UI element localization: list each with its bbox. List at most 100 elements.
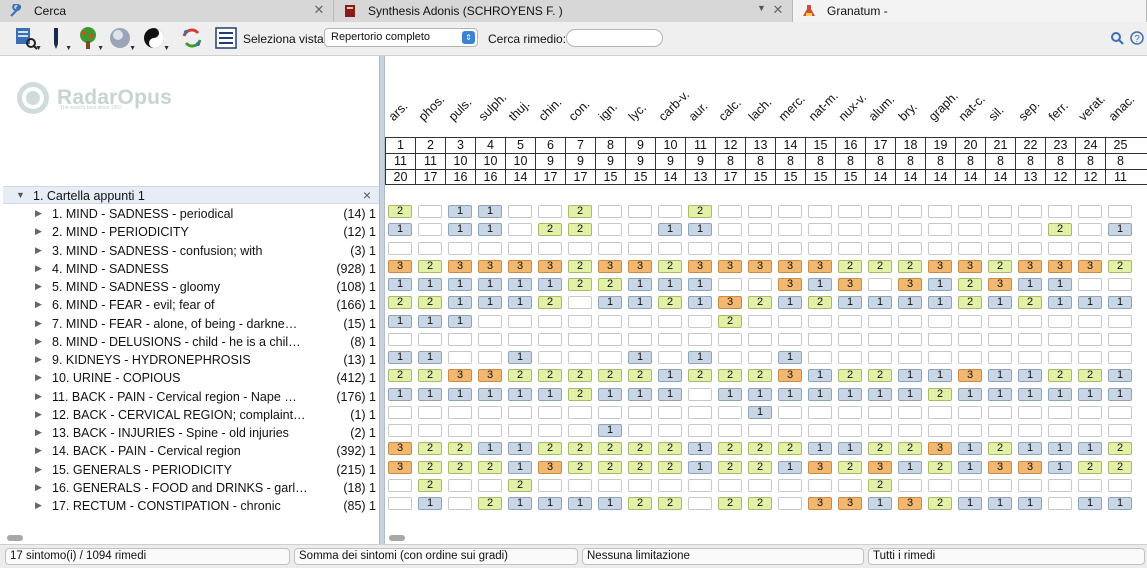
grade-cell[interactable] <box>958 223 982 237</box>
grade-cell[interactable] <box>688 314 712 328</box>
list-button[interactable] <box>212 26 240 52</box>
grade-cell[interactable]: 1 <box>418 497 442 510</box>
grade-cell[interactable]: 2 <box>538 442 562 456</box>
grade-cell[interactable]: 3 <box>1018 259 1042 273</box>
grade-cell[interactable] <box>598 223 622 237</box>
grade-cell[interactable]: 1 <box>898 369 922 383</box>
grade-cell[interactable] <box>868 351 892 364</box>
grade-cell[interactable] <box>1078 223 1102 237</box>
grade-cell[interactable] <box>628 332 652 346</box>
grade-cell[interactable]: 1 <box>538 497 562 510</box>
grade-cell[interactable] <box>748 314 772 328</box>
grade-cell[interactable]: 2 <box>898 259 922 273</box>
grade-cell[interactable] <box>928 424 952 437</box>
grade-cell[interactable] <box>868 278 892 291</box>
grade-cell[interactable] <box>988 241 1012 255</box>
grade-cell[interactable] <box>958 478 982 492</box>
grade-cell[interactable] <box>988 351 1012 364</box>
grade-cell[interactable]: 1 <box>1078 497 1102 510</box>
grade-cell[interactable]: 2 <box>568 460 592 474</box>
grade-cell[interactable] <box>808 332 832 346</box>
grade-cell[interactable]: 2 <box>958 296 982 310</box>
grade-cell[interactable] <box>628 205 652 218</box>
grade-cell[interactable]: 1 <box>1048 387 1072 401</box>
grade-cell[interactable]: 2 <box>388 205 412 218</box>
grade-cell[interactable]: 1 <box>1018 497 1042 510</box>
grade-cell[interactable]: 2 <box>1108 442 1132 456</box>
grade-cell[interactable] <box>928 405 952 419</box>
grade-cell[interactable] <box>508 332 532 346</box>
grade-cell[interactable] <box>568 314 592 328</box>
grade-cell[interactable]: 1 <box>448 387 472 401</box>
rubric-row[interactable]: ▶ 8. MIND - DELUSIONS - child - he is a c… <box>3 333 379 351</box>
grade-cell[interactable]: 2 <box>778 442 802 456</box>
chevron-right-icon[interactable]: ▶ <box>35 372 42 383</box>
grade-cell[interactable] <box>898 223 922 237</box>
grade-cell[interactable] <box>988 405 1012 419</box>
grade-cell[interactable] <box>1048 478 1072 492</box>
grade-cell[interactable]: 1 <box>928 296 952 310</box>
grade-cell[interactable]: 1 <box>808 369 832 383</box>
grade-cell[interactable]: 2 <box>718 369 742 383</box>
grade-cell[interactable]: 3 <box>688 259 712 273</box>
grade-cell[interactable] <box>988 314 1012 328</box>
rubric-row[interactable]: ▶ 13. BACK - INJURIES - Spine - old injur… <box>3 424 379 442</box>
grade-cell[interactable] <box>688 424 712 437</box>
grade-cell[interactable] <box>958 351 982 364</box>
chevron-down-icon[interactable]: ▼ <box>16 190 25 200</box>
grade-cell[interactable]: 1 <box>568 497 592 510</box>
grade-cell[interactable]: 1 <box>508 460 532 474</box>
grade-cell[interactable] <box>958 205 982 218</box>
grade-cell[interactable]: 1 <box>688 351 712 364</box>
grade-cell[interactable] <box>1108 314 1132 328</box>
grade-cell[interactable]: 3 <box>898 278 922 291</box>
grade-cell[interactable] <box>1078 424 1102 437</box>
grade-cell[interactable] <box>1108 278 1132 291</box>
pen-button[interactable]: ▼ <box>42 26 72 52</box>
grade-cell[interactable]: 1 <box>778 296 802 310</box>
grade-cell[interactable]: 3 <box>838 497 862 510</box>
grade-cell[interactable]: 1 <box>478 205 502 218</box>
grade-cell[interactable] <box>778 424 802 437</box>
grade-cell[interactable]: 2 <box>868 478 892 492</box>
grade-cell[interactable]: 2 <box>748 460 772 474</box>
grade-cell[interactable] <box>418 223 442 237</box>
grade-cell[interactable] <box>448 241 472 255</box>
grade-cell[interactable]: 1 <box>1018 442 1042 456</box>
grade-cell[interactable] <box>778 314 802 328</box>
rubric-row[interactable]: ▶ 15. GENERALS - PERIODICITY (215) 1 <box>3 461 379 479</box>
grade-cell[interactable] <box>418 424 442 437</box>
grade-cell[interactable]: 3 <box>808 497 832 510</box>
grade-cell[interactable]: 3 <box>508 259 532 273</box>
grade-cell[interactable] <box>448 478 472 492</box>
grade-cell[interactable] <box>808 424 832 437</box>
chevron-right-icon[interactable]: ▶ <box>35 226 42 237</box>
grade-cell[interactable]: 3 <box>718 296 742 310</box>
grade-cell[interactable] <box>658 405 682 419</box>
grade-cell[interactable] <box>988 223 1012 237</box>
grade-cell[interactable]: 2 <box>1018 296 1042 310</box>
grade-cell[interactable] <box>838 314 862 328</box>
grade-cell[interactable]: 1 <box>1108 369 1132 383</box>
grade-cell[interactable]: 2 <box>838 369 862 383</box>
grade-cell[interactable] <box>598 241 622 255</box>
grade-cell[interactable] <box>508 424 532 437</box>
grade-cell[interactable] <box>838 241 862 255</box>
grade-cell[interactable] <box>718 332 742 346</box>
grade-cell[interactable]: 2 <box>448 442 472 456</box>
grade-cell[interactable]: 1 <box>448 205 472 218</box>
grade-cell[interactable] <box>598 478 622 492</box>
grade-cell[interactable]: 1 <box>688 296 712 310</box>
grade-cell[interactable]: 1 <box>508 387 532 401</box>
grade-cell[interactable] <box>448 332 472 346</box>
grade-cell[interactable]: 1 <box>478 442 502 456</box>
grade-cell[interactable]: 2 <box>538 223 562 237</box>
grade-cell[interactable] <box>778 405 802 419</box>
grade-cell[interactable]: 2 <box>418 478 442 492</box>
grade-cell[interactable]: 2 <box>418 296 442 310</box>
grade-cell[interactable] <box>1078 405 1102 419</box>
grade-cell[interactable] <box>1048 241 1072 255</box>
grade-cell[interactable] <box>658 332 682 346</box>
grade-cell[interactable] <box>868 205 892 218</box>
grade-cell[interactable] <box>1048 405 1072 419</box>
